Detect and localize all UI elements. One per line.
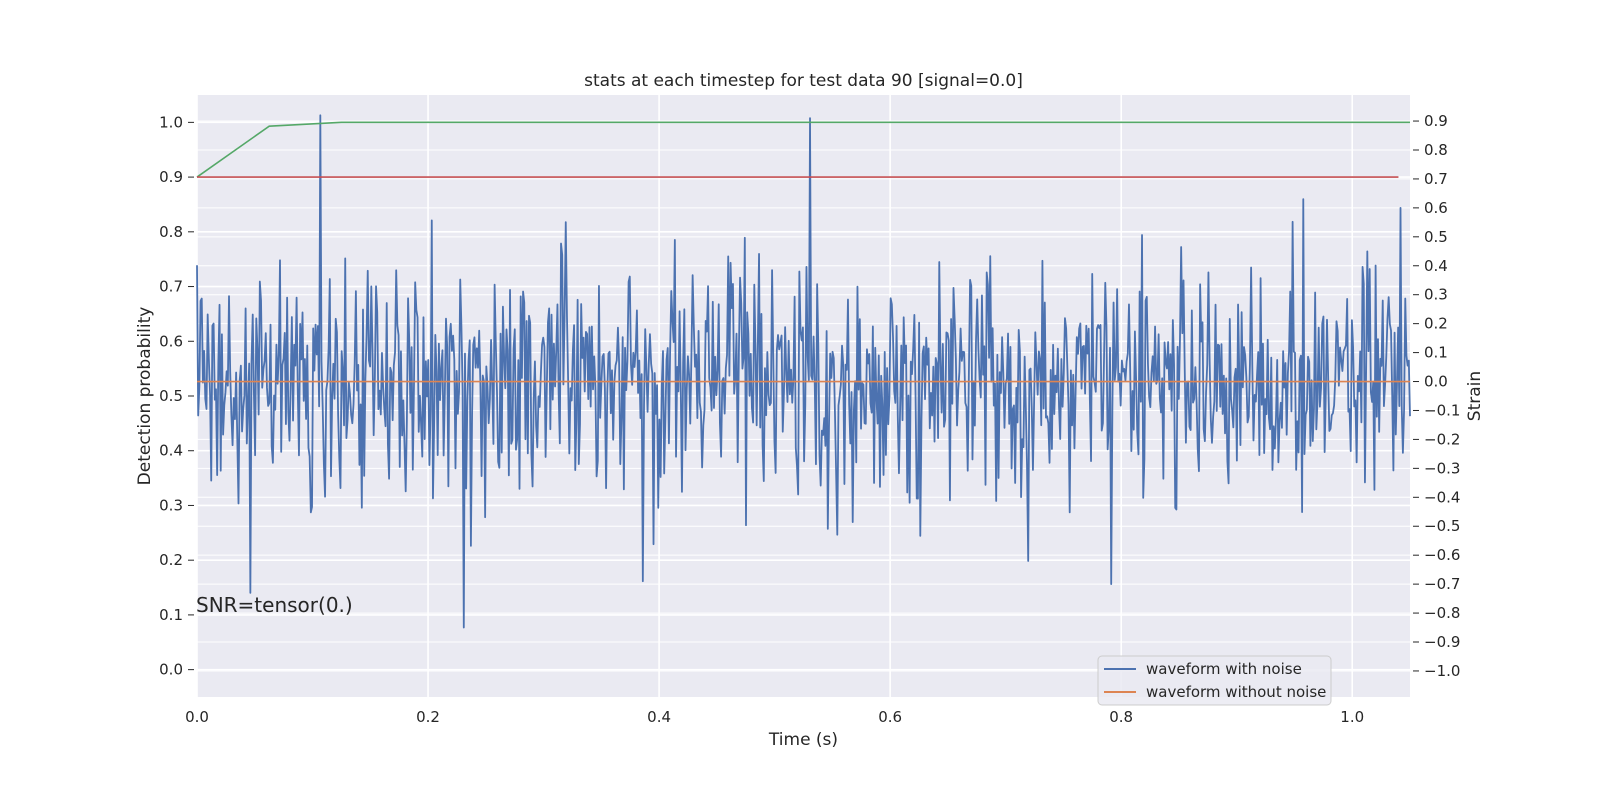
y-right-tick-label: 0.2 bbox=[1424, 315, 1448, 333]
y-right-tick-label: −1.0 bbox=[1424, 662, 1460, 680]
y-left-tick-label: 0.1 bbox=[159, 606, 183, 624]
y-axis-right-label: Strain bbox=[1465, 371, 1485, 421]
series-line-noisy bbox=[196, 114, 1411, 629]
y-left-tick-label: 0.5 bbox=[159, 387, 183, 405]
y-right-tick-label: 0.1 bbox=[1424, 344, 1448, 362]
y-right-tick-label: −0.1 bbox=[1424, 401, 1460, 419]
legend-label-clean: waveform without noise bbox=[1146, 683, 1326, 701]
y-right-tick-label: −0.2 bbox=[1424, 430, 1460, 448]
y-right-tick-label: −0.7 bbox=[1424, 575, 1460, 593]
y-left-tick-label: 0.8 bbox=[159, 223, 183, 241]
series-layer bbox=[196, 114, 1411, 629]
y-right-tick-label: −0.9 bbox=[1424, 633, 1460, 651]
y-axis-left-label: Detection probability bbox=[135, 307, 155, 486]
x-tick-label: 1.0 bbox=[1340, 708, 1364, 726]
x-tick-label: 0.6 bbox=[878, 708, 902, 726]
x-axis-label: Time (s) bbox=[768, 730, 838, 750]
y-right-tick-label: 0.7 bbox=[1424, 170, 1448, 188]
y-right-tick-label: 0.6 bbox=[1424, 199, 1448, 217]
x-tick-label: 0.0 bbox=[185, 708, 209, 726]
chart-title: stats at each timestep for test data 90 … bbox=[584, 71, 1023, 91]
y-left-tick-label: 1.0 bbox=[159, 113, 183, 131]
y-right-tick-label: 0.0 bbox=[1424, 373, 1448, 391]
y-right-tick-label: −0.6 bbox=[1424, 546, 1460, 564]
axis-ticks: 0.0 0.2 0.4 0.6 0.8 1.0 0.0 0.1 0.2 0.3 0.4 0.5 0.6 0… bbox=[159, 112, 1460, 726]
legend: waveform with noise waveform without noi… bbox=[1097, 655, 1332, 706]
legend-box bbox=[1097, 655, 1332, 706]
y-left-tick-label: 0.2 bbox=[159, 551, 183, 569]
y-right-tick-label: 0.9 bbox=[1424, 112, 1448, 130]
y-right-tick-label: −0.4 bbox=[1424, 488, 1460, 506]
y-left-tick-label: 0.3 bbox=[159, 496, 183, 514]
legend-label-noisy: waveform with noise bbox=[1146, 660, 1302, 678]
y-right-tick-label: 0.4 bbox=[1424, 257, 1448, 275]
y-left-tick-label: 0.9 bbox=[159, 168, 183, 186]
y-right-tick-label: −0.8 bbox=[1424, 604, 1460, 622]
y-right-tick-label: −0.5 bbox=[1424, 517, 1460, 535]
y-right-tick-label: 0.3 bbox=[1424, 286, 1448, 304]
x-tick-label: 0.4 bbox=[647, 708, 671, 726]
snr-annotation: SNR=tensor(0.) bbox=[196, 593, 353, 617]
y-left-tick-label: 0.6 bbox=[159, 332, 183, 350]
x-tick-label: 0.8 bbox=[1109, 708, 1133, 726]
y-left-tick-label: 0.7 bbox=[159, 278, 183, 296]
y-left-tick-label: 0.0 bbox=[159, 661, 183, 679]
y-right-tick-label: 0.8 bbox=[1424, 141, 1448, 159]
x-tick-label: 0.2 bbox=[416, 708, 440, 726]
y-right-tick-label: 0.5 bbox=[1424, 228, 1448, 246]
y-left-tick-label: 0.4 bbox=[159, 442, 183, 460]
series-line-2 bbox=[196, 121, 1410, 178]
y-right-tick-label: −0.3 bbox=[1424, 459, 1460, 477]
